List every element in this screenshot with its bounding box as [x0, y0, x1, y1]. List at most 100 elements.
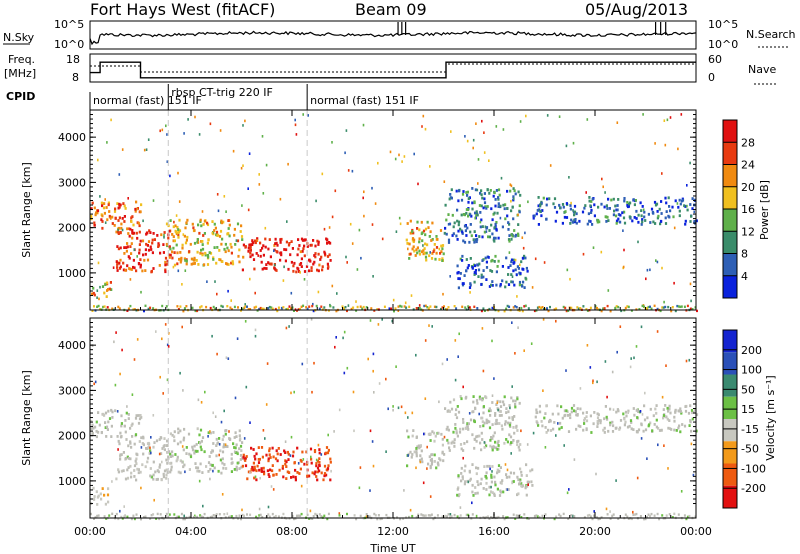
noise-cell — [230, 299, 232, 302]
scatter-cell — [94, 425, 97, 429]
scatter-cell — [244, 456, 247, 460]
scatter-cell — [505, 473, 508, 476]
scatter-cell — [139, 470, 142, 474]
scatter-cell — [654, 222, 657, 225]
scatter-cell — [427, 432, 430, 436]
scatter-cell — [165, 473, 168, 477]
noise-cell — [345, 255, 347, 259]
scatter-cell — [424, 242, 427, 246]
scatter-cell — [495, 403, 498, 406]
scatter-cell — [256, 239, 259, 242]
scatter-cell — [574, 220, 577, 224]
scatter-cell — [671, 205, 674, 209]
near-range-cell — [455, 307, 458, 310]
noise-cell — [510, 184, 513, 188]
scatter-cell — [652, 414, 655, 418]
scatter-cell — [473, 240, 476, 244]
noise-cell — [655, 259, 657, 262]
noise-cell — [415, 353, 417, 357]
scatter-cell — [596, 420, 599, 423]
scatter-cell — [509, 425, 512, 428]
scatter-cell — [105, 281, 109, 285]
scatter-cell — [314, 252, 317, 255]
scatter-cell — [308, 269, 311, 273]
scatter-cell — [519, 467, 522, 471]
scatter-cell — [292, 475, 295, 479]
scatter-cell — [193, 256, 196, 260]
scatter-cell — [482, 411, 485, 415]
scatter-cell — [286, 450, 289, 454]
scatter-cell — [449, 193, 452, 196]
scatter-cell — [196, 250, 199, 254]
scatter-cell — [655, 404, 658, 407]
near-range-cell — [555, 307, 558, 310]
scatter-cell — [152, 473, 155, 477]
scatter-cell — [484, 205, 487, 209]
noise-cell — [194, 115, 196, 119]
noise-cell — [666, 118, 669, 122]
scatter-cell — [569, 204, 572, 207]
scatter-cell — [221, 450, 225, 454]
scatter-cell — [458, 493, 461, 496]
velocity-colorbar-swatch — [723, 441, 737, 464]
noise-cell — [531, 286, 534, 289]
scatter-cell — [138, 224, 141, 228]
scatter-cell — [156, 469, 159, 472]
noise-cell — [510, 452, 512, 455]
near-range-cell — [418, 306, 421, 310]
scatter-cell — [479, 191, 482, 195]
noise-cell — [233, 450, 236, 453]
scatter-cell — [461, 259, 464, 262]
scatter-cell — [196, 449, 199, 453]
scatter-cell — [484, 256, 487, 260]
scatter-cell — [646, 416, 649, 420]
scatter-cell — [329, 259, 332, 262]
scatter-cell — [503, 441, 506, 445]
scatter-cell — [217, 469, 220, 473]
velocity-colorbar-swatch — [723, 330, 737, 353]
noise-cell — [522, 246, 525, 250]
scatter-cell — [440, 250, 443, 253]
scatter-cell — [408, 257, 411, 260]
scatter-cell — [420, 457, 423, 461]
scatter-cell — [664, 216, 667, 220]
scatter-cell — [456, 434, 459, 438]
noise-cell — [645, 277, 647, 281]
scatter-cell — [129, 426, 132, 430]
scatter-cell — [491, 401, 494, 404]
noise-cell — [377, 323, 380, 326]
scatter-cell — [517, 492, 520, 496]
scatter-cell — [424, 233, 427, 237]
near-range-cell — [686, 515, 689, 519]
scatter-cell — [652, 211, 655, 215]
scatter-cell — [494, 422, 497, 426]
scatter-cell — [275, 250, 278, 253]
scatter-cell — [132, 231, 136, 235]
noise-cell — [563, 444, 565, 447]
scatter-cell — [93, 221, 96, 225]
scatter-cell — [471, 483, 474, 487]
noise-cell — [669, 116, 672, 119]
scatter-cell — [315, 462, 318, 465]
noise-cell — [265, 163, 268, 167]
near-range-cell — [426, 306, 429, 309]
scatter-cell — [602, 428, 605, 432]
near-range-cell — [300, 512, 303, 516]
scatter-cell — [606, 417, 609, 421]
scatter-cell — [643, 418, 647, 422]
scatter-cell — [285, 240, 288, 244]
scatter-cell — [616, 204, 619, 207]
scatter-cell — [691, 417, 694, 421]
scatter-cell — [179, 260, 182, 264]
scatter-cell — [181, 246, 184, 250]
noise-cell — [665, 364, 667, 367]
near-range-cell — [202, 516, 205, 519]
near-range-cell — [656, 307, 659, 311]
near-range-cell — [297, 514, 300, 517]
near-range-cell — [685, 517, 688, 521]
scatter-cell — [508, 416, 511, 420]
near-range-cell — [506, 304, 509, 308]
scatter-cell — [495, 189, 498, 192]
scatter-cell — [509, 471, 512, 475]
